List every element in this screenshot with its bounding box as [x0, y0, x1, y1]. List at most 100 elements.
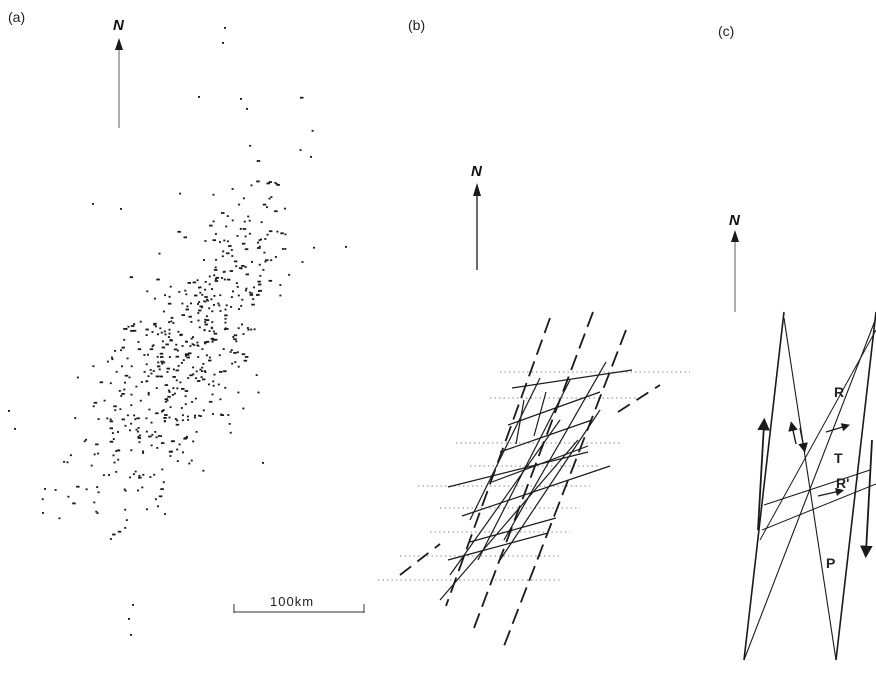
epicentre-dot	[189, 345, 192, 347]
epicentre-dot	[132, 604, 134, 606]
epicentre-dot	[186, 435, 188, 438]
epicentre-dot	[268, 181, 273, 183]
epicentre-dot	[184, 390, 189, 392]
epicentre-dot	[137, 435, 140, 438]
epicentre-dot	[224, 317, 227, 320]
epicentre-dot	[276, 184, 280, 186]
epicentre-dot	[184, 395, 187, 398]
epicentre-dot	[223, 239, 226, 242]
epicentre-dot	[211, 340, 214, 343]
epicentre-dot	[127, 325, 130, 328]
epicentre-dot	[164, 294, 166, 297]
panel-b: N	[378, 163, 690, 647]
epicentre-dot	[155, 375, 160, 378]
epicentre-dot	[153, 473, 156, 476]
epicentre-dot	[166, 371, 169, 373]
epicentre-dot	[155, 325, 157, 328]
epicentre-dot	[274, 256, 277, 258]
epicentre-dot	[168, 391, 171, 393]
epicentre-dot	[111, 358, 114, 361]
epicentre-dot	[258, 263, 261, 266]
epicentre-dot	[121, 365, 123, 368]
epicentre-dot	[214, 266, 217, 269]
epicentre-dot	[248, 232, 251, 235]
epicentre-dot	[136, 417, 140, 420]
scale-bar: 100km	[233, 594, 365, 613]
epicentre-dot	[186, 415, 189, 418]
epicentre-dot	[208, 359, 212, 362]
epicentre-dot	[124, 527, 127, 529]
epicentre-dot	[110, 356, 113, 359]
epicentre-dot	[142, 450, 144, 453]
epicentre-dot	[241, 265, 245, 267]
epicentre-dot	[191, 343, 194, 345]
epicentre-dot	[168, 416, 171, 419]
fracture-label-r-prime: R'	[836, 475, 849, 491]
epicentre-dot	[248, 291, 251, 294]
epicentre-dot	[92, 405, 95, 408]
epicentre-dot	[41, 498, 44, 501]
epicentre-dot	[230, 306, 233, 308]
epicentre-dot	[178, 291, 181, 293]
epicentre-dot	[195, 431, 198, 433]
epicentre-dot	[14, 428, 16, 430]
epicentre-dot	[213, 304, 215, 306]
epicentre-dot	[109, 427, 113, 430]
epicentre-dot	[198, 301, 201, 303]
left-boundary-fault	[743, 311, 785, 661]
epicentre-dot	[163, 417, 167, 419]
epicentre-dot	[153, 323, 156, 326]
epicentre-dot	[108, 474, 110, 476]
epicentre-dot	[204, 288, 207, 291]
epicentre-dot	[204, 318, 207, 321]
epicentre-dot	[251, 303, 255, 306]
epicentre-dot	[121, 346, 125, 349]
epicentre-dot	[188, 315, 192, 318]
epicentre-dot	[192, 373, 195, 376]
epicentre-dot	[158, 495, 163, 498]
epicentre-dot	[92, 203, 94, 205]
t-fracture-line	[763, 469, 871, 506]
epicentre-dot	[247, 215, 250, 218]
epicentre-dot	[142, 473, 145, 476]
epicentre-dot	[123, 388, 126, 391]
epicentre-dot	[239, 228, 242, 230]
epicentre-dot	[137, 348, 142, 351]
epicentre-dot	[262, 203, 267, 206]
epicentre-dot	[109, 418, 112, 421]
epicentre-dot	[160, 356, 164, 358]
epicentre-dot	[159, 375, 163, 378]
epicentre-dot	[201, 366, 204, 369]
epicentre-dot	[129, 276, 134, 279]
epicentre-dot	[221, 255, 224, 258]
epicentre-dot	[181, 414, 184, 417]
panel-c-label: (c)	[718, 23, 734, 39]
epicentre-dot	[145, 334, 148, 336]
epicentre-dot	[345, 246, 347, 248]
epicentre-dot	[192, 336, 194, 338]
epicentre-dot	[255, 374, 258, 376]
small-slip-arrow-1	[788, 421, 798, 445]
epicentre-dot	[242, 333, 245, 335]
epicentre-dot	[120, 395, 123, 397]
epicentre-dot	[145, 328, 149, 331]
epicentre-dot	[213, 373, 216, 376]
epicentre-dot	[215, 276, 219, 279]
epicentre-dot	[143, 371, 146, 373]
epicentre-dot	[168, 356, 171, 358]
epicentre-dot	[204, 281, 207, 283]
epicentre-dot	[145, 380, 148, 383]
epicentre-dot	[210, 337, 215, 340]
epicentre-dot	[97, 418, 100, 420]
epicentre-dot	[124, 381, 126, 384]
epicentre-dot	[205, 354, 208, 357]
epicentre-dot	[136, 430, 139, 433]
right-shear-arrow	[860, 439, 873, 559]
epicentre-dot	[176, 349, 179, 352]
epicentre-dot	[230, 249, 233, 251]
epicentre-dot	[124, 424, 127, 427]
epicentre-dot	[141, 486, 144, 489]
epicentre-dot	[244, 248, 249, 251]
epicentre-dot	[149, 476, 152, 478]
epicentre-dot	[222, 348, 225, 350]
